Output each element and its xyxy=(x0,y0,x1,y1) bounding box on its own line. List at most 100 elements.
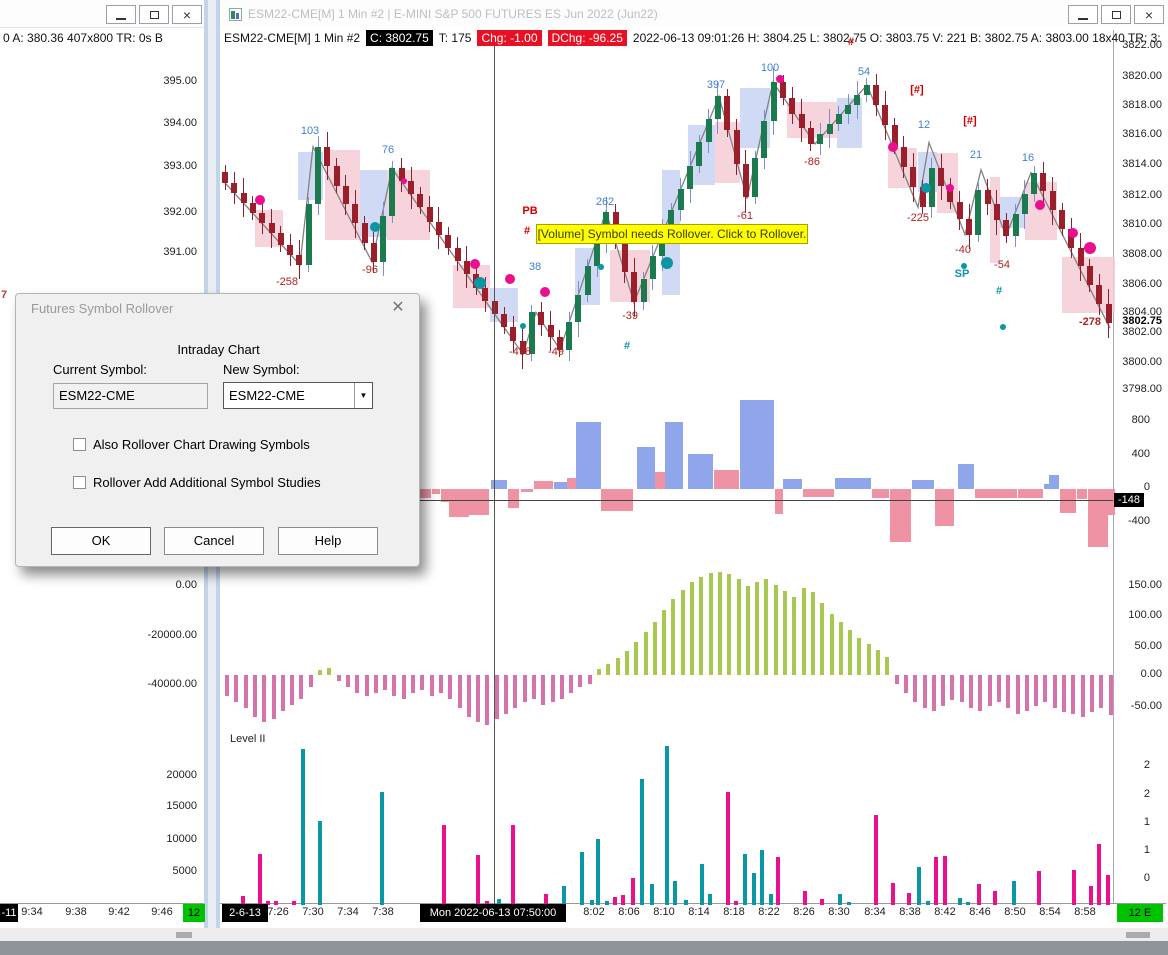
oscillator-bar xyxy=(680,590,685,675)
left-depth-tick: 15000 xyxy=(166,800,197,812)
candle-body xyxy=(984,190,991,205)
candle-body xyxy=(752,158,759,198)
left-session-box: 12 xyxy=(183,904,205,922)
chevron-down-icon[interactable]: ▼ xyxy=(354,383,372,408)
oscillator-bar xyxy=(857,638,862,675)
oscillator-bar xyxy=(476,675,481,723)
bottom-scroll-track[interactable] xyxy=(0,928,1168,941)
oscillator-bar xyxy=(1024,675,1029,711)
rollover-studies-label: Rollover Add Additional Symbol Studies xyxy=(93,475,321,490)
left-price-tick: 392.00 xyxy=(163,206,197,218)
day-change-box: DChg: -96.25 xyxy=(547,30,627,46)
oscillator-bar xyxy=(513,675,518,708)
volume-delta-bar xyxy=(775,489,783,514)
time-axis-tick: 8:30 xyxy=(828,906,850,918)
chart-annotation: # xyxy=(847,36,855,48)
depth-bar xyxy=(497,899,501,905)
time-axis-tick: 8:42 xyxy=(934,906,956,918)
oscillator-bar xyxy=(801,588,806,675)
oscillator-bar xyxy=(717,572,722,675)
candle-body xyxy=(584,266,591,296)
depth-bar xyxy=(1072,870,1076,905)
volume-delta-bar xyxy=(714,470,739,489)
price-axis-tick: 3800.00 xyxy=(1122,356,1162,368)
candle-body xyxy=(975,190,982,235)
depth-bar xyxy=(613,897,617,905)
ok-button[interactable]: OK xyxy=(51,527,151,555)
candle-body xyxy=(482,287,489,301)
oscillator-bar xyxy=(429,675,434,696)
oscillator-bar xyxy=(438,675,443,693)
swing-label: -49 xyxy=(548,346,564,358)
depth-bar xyxy=(734,901,738,905)
oscillator-bar xyxy=(569,675,574,693)
swing-dot-teal xyxy=(1000,324,1006,330)
depth-bar xyxy=(442,825,446,905)
depth-axis-tick: 1 xyxy=(1143,816,1150,828)
candle-body xyxy=(342,185,349,205)
rollover-studies-checkbox[interactable] xyxy=(73,476,86,489)
candle-body xyxy=(426,207,433,222)
oscillator-bar xyxy=(941,675,946,706)
depth-bar xyxy=(934,857,938,905)
depth-bar xyxy=(596,839,600,905)
left-scroll-thumb[interactable] xyxy=(176,932,192,938)
trades-label: T: 175 xyxy=(438,31,472,45)
chart-header: ESM22-CME[M] 1 Min #2 C: 3802.75 T: 175 … xyxy=(224,30,1168,46)
main-session-box: 12 E xyxy=(1117,904,1163,922)
new-symbol-dropdown[interactable]: ESM22-CME ▼ xyxy=(223,382,373,409)
time-axis-tick: 7:38 xyxy=(372,906,394,918)
rollover-tooltip[interactable]: [Volume] Symbol needs Rollover. Click to… xyxy=(536,224,808,244)
depth-bar xyxy=(891,883,895,905)
oscillator-bar xyxy=(643,632,648,675)
oscillator-bar xyxy=(755,582,760,675)
swing-dot-magenta xyxy=(505,274,515,284)
oscillator-bar xyxy=(411,675,415,693)
maximize-button[interactable] xyxy=(139,5,169,24)
main-maximize-button[interactable] xyxy=(1101,5,1131,24)
cancel-button[interactable]: Cancel xyxy=(164,527,264,555)
minimize-button[interactable] xyxy=(106,5,136,24)
candle-body xyxy=(780,82,786,98)
candle-body xyxy=(222,172,228,183)
rollover-drawings-checkbox[interactable] xyxy=(73,438,86,451)
swing-label: 103 xyxy=(300,125,320,137)
swing-dot-teal xyxy=(921,183,931,193)
candle-body xyxy=(510,326,517,342)
oscillator-bar xyxy=(792,596,797,675)
oscillator-bar xyxy=(559,675,564,699)
main-close-button[interactable]: × xyxy=(1134,5,1164,24)
depth-bar xyxy=(847,902,851,905)
depth-bar xyxy=(769,894,773,905)
candle-body xyxy=(631,272,638,303)
depth-bar xyxy=(485,901,489,905)
main-minimize-button[interactable] xyxy=(1068,5,1098,24)
candle-body xyxy=(1021,194,1028,215)
candle-body xyxy=(966,218,972,235)
close-button[interactable]: × xyxy=(172,5,202,24)
main-scroll-thumb[interactable] xyxy=(1126,932,1150,938)
oscillator-bar xyxy=(866,644,871,675)
depth-bar xyxy=(1012,881,1016,905)
dialog-close-button[interactable]: ✕ xyxy=(391,299,405,316)
depth-bar xyxy=(917,867,921,905)
volume-delta-bar xyxy=(688,454,713,489)
swing-dot-magenta xyxy=(1068,228,1078,238)
swing-label: 100 xyxy=(760,62,780,74)
volume-value-box: -148 xyxy=(1114,493,1145,507)
volume-delta-bar xyxy=(567,477,576,489)
price-axis-tick: 3806.00 xyxy=(1122,278,1162,290)
depth-bar xyxy=(1089,886,1093,905)
time-axis-tick: 8:22 xyxy=(758,906,780,918)
depth-bar xyxy=(380,792,384,905)
oscillator-bar xyxy=(783,590,787,675)
help-button[interactable]: Help xyxy=(278,527,378,555)
current-symbol-field[interactable]: ESM22-CME xyxy=(53,383,208,409)
oscillator-bar xyxy=(652,621,657,675)
left-lower-tick: 0.00 xyxy=(175,579,197,591)
left-depth-tick: 20000 xyxy=(166,769,197,781)
candle-body xyxy=(1105,303,1112,324)
oscillator-bar xyxy=(327,667,332,675)
candle-body xyxy=(445,234,452,248)
